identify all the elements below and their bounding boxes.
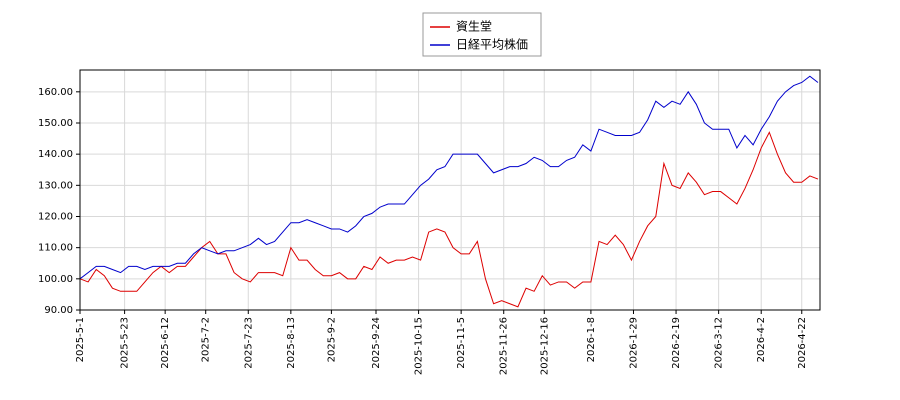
x-tick-label: 2026-3-12 [714,317,725,369]
y-tick-label: 140.00 [38,149,73,160]
x-tick-label: 2026-1-8 [586,317,597,362]
series-line [79,75,819,280]
grid [76,70,820,314]
x-tick-label: 2025-8-13 [286,317,297,369]
y-tick-label: 120.00 [38,211,73,222]
x-tick-label: 2025-12-16 [539,317,550,375]
y-tick-label: 90.00 [44,305,73,316]
x-tick-label: 2026-4-2 [756,317,767,362]
y-tick-label: 100.00 [38,274,73,285]
x-tick-label: 2025-11-5 [456,317,467,369]
x-tick-label: 2025-9-24 [371,317,382,369]
x-tick-label: 2025-11-26 [499,317,510,375]
x-tick-label: 2025-5-1 [75,317,86,362]
y-tick-label: 130.00 [38,180,73,191]
x-tick-label: 2025-7-23 [243,317,254,369]
y-tick-label: 110.00 [38,243,73,254]
legend-label: 資生堂 [456,20,492,34]
series-line [79,131,819,308]
x-tick-label: 2025-9-2 [326,317,337,362]
legend-box [422,12,542,57]
x-tick-label: 2025-7-2 [201,317,212,362]
y-tick-label: 160.00 [38,87,73,98]
x-tick-label: 2026-4-22 [797,317,808,369]
x-tick-label: 2026-1-29 [628,317,639,369]
plot [79,75,819,308]
legend-label: 日経平均株価 [456,37,528,52]
x-tick-label: 2025-10-15 [414,317,425,375]
x-tick-label: 2026-2-19 [671,317,682,369]
x-tick-label: 2025-6-12 [160,317,171,369]
x-tick-label: 2025-5-23 [120,317,131,369]
plot-frame [79,69,821,311]
y-tick-label: 150.00 [38,118,73,129]
